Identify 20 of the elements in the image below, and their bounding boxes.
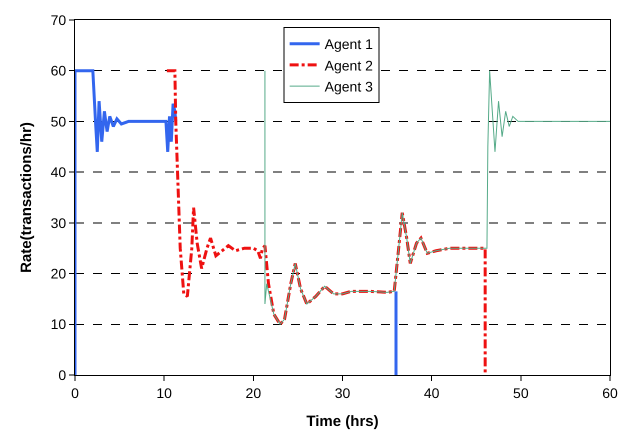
- legend-label: Agent 2: [324, 57, 374, 74]
- y-tick-label: 30: [50, 214, 66, 231]
- y-tick-label: 20: [50, 265, 66, 282]
- y-tick-label: 10: [50, 316, 66, 332]
- legend-label: Agent 1: [324, 36, 374, 52]
- y-axis-title: Rate(transactions/hr): [18, 122, 35, 273]
- legend-label: Agent 3: [324, 78, 374, 95]
- x-tick-label: 50: [513, 384, 529, 401]
- y-tick-label: 0: [58, 366, 66, 383]
- y-tick-label: 40: [50, 164, 66, 180]
- y-tick-label: 50: [50, 113, 66, 130]
- y-tick-label: 70: [50, 12, 66, 28]
- x-tick-label: 20: [246, 384, 262, 401]
- y-tick-label: 60: [50, 62, 66, 79]
- x-tick-label: 30: [334, 384, 350, 401]
- x-tick-label: 40: [424, 384, 440, 401]
- x-tick-label: 0: [71, 384, 80, 401]
- x-tick-label: 60: [602, 384, 618, 401]
- x-tick-label: 10: [156, 384, 172, 401]
- x-axis-title: Time (hrs): [306, 412, 379, 430]
